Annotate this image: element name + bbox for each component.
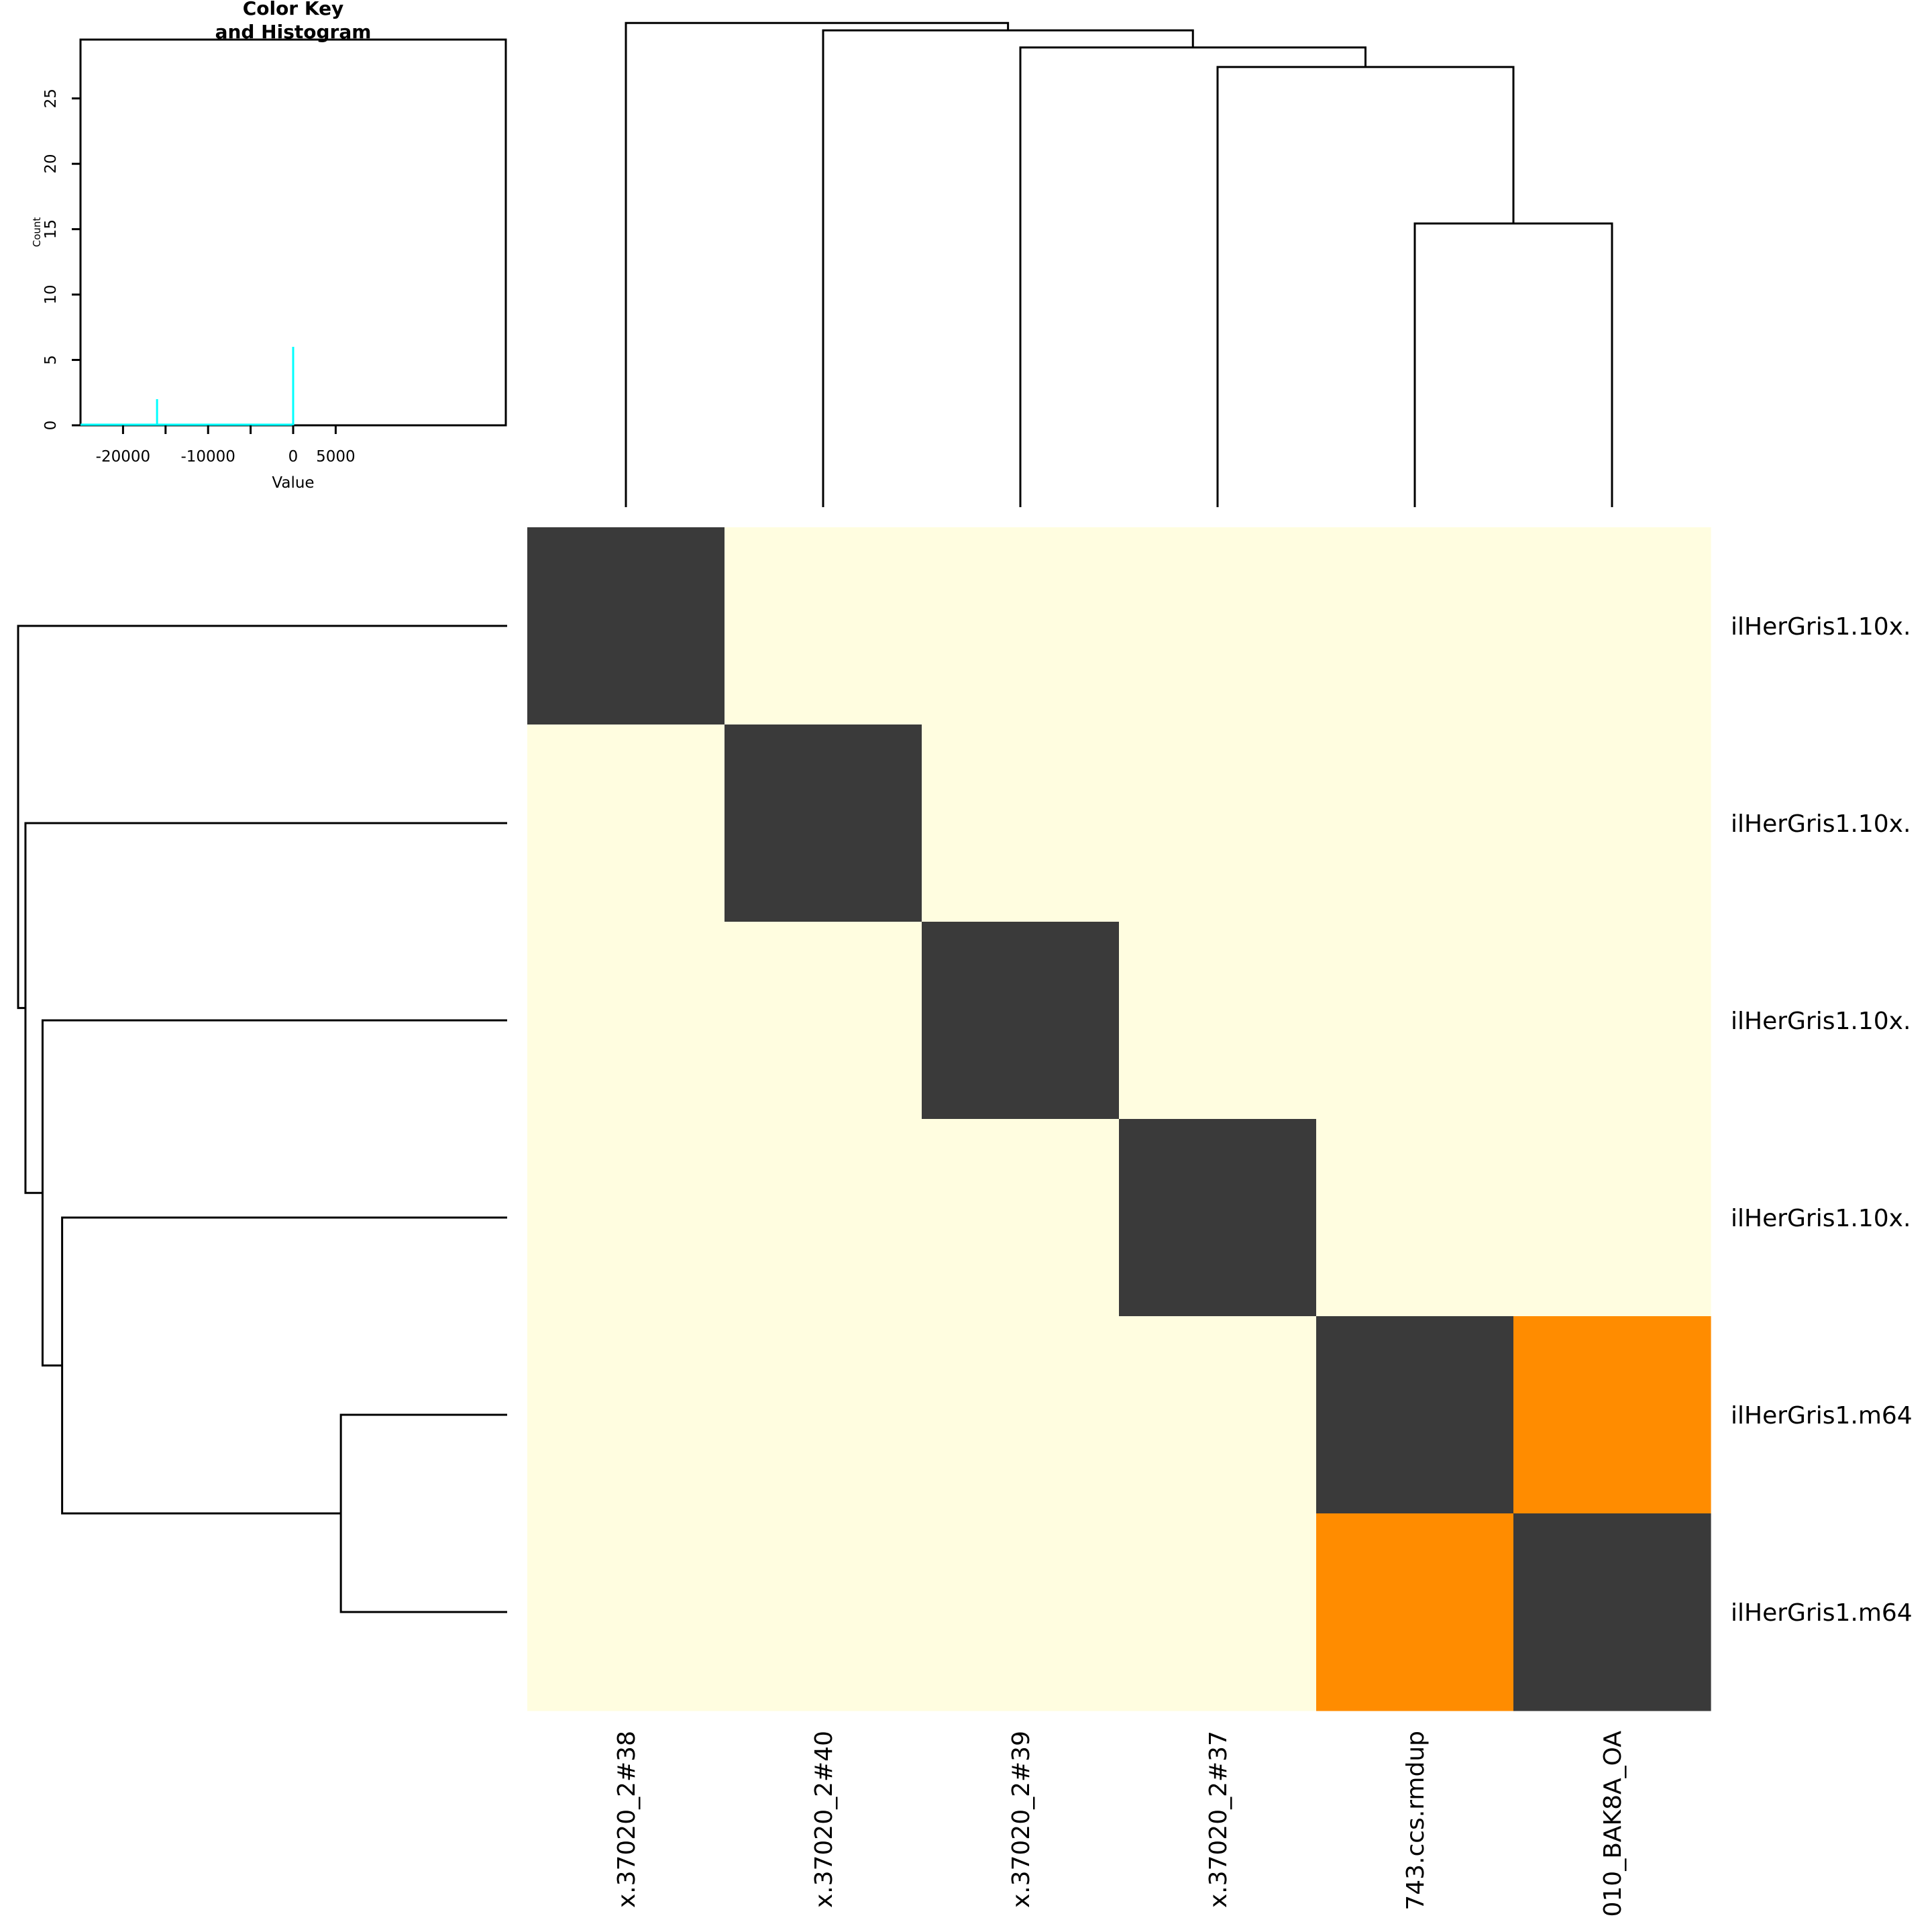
row-label: ilHerGris1.10x. — [1731, 613, 1911, 641]
heatmap-cell — [527, 1119, 725, 1317]
color-key-histogram: Color Key and Histogram -20000 -10000 0 500… — [31, 0, 507, 492]
x-tick-label: -20000 — [96, 448, 150, 466]
heatmap-cell — [527, 922, 725, 1120]
column-label: x.37020_2#37 — [1205, 1731, 1232, 1908]
column-label: x.37020_2#38 — [613, 1731, 641, 1908]
heatmap-cell — [1513, 527, 1711, 725]
row-label: ilHerGris1.10x. — [1731, 1205, 1911, 1232]
histogram-x-axis: -20000 -10000 0 5000 — [96, 425, 356, 466]
y-tick-label: 0 — [42, 421, 60, 431]
dendrogram-branch — [339, 1413, 507, 1613]
y-tick-label: 20 — [42, 154, 60, 174]
color-key-title: Color Key — [243, 0, 344, 19]
heatmap-cell — [1119, 724, 1317, 922]
heatmap-cell — [922, 1513, 1120, 1711]
row-label: ilHerGris1.10x. — [1731, 1008, 1911, 1035]
heatmap-cell — [1316, 1119, 1514, 1317]
histogram-x-label: Value — [272, 474, 314, 492]
heatmap-cell — [527, 527, 725, 725]
heatmap-cell — [922, 1316, 1120, 1514]
heatmap-cell — [1513, 724, 1711, 922]
heatmap-cell — [1316, 724, 1514, 922]
column-labels: x.37020_2#38 x.37020_2#40 x.37020_2#39 x.37… — [613, 1731, 1627, 1917]
dendrogram-branch — [1019, 46, 1366, 507]
dendrogram-branch — [17, 625, 507, 1010]
dendrogram-branch — [625, 21, 1010, 507]
heatmap-cell — [724, 1119, 922, 1317]
heatmap-cell — [1316, 527, 1514, 725]
heatmap-cell — [922, 527, 1120, 725]
histogram-y-label: Count — [31, 217, 43, 248]
heatmap-cell — [1119, 1513, 1317, 1711]
heatmap-grid — [527, 527, 1711, 1711]
heatmap-cell — [1316, 1513, 1514, 1711]
heatmap-cell — [922, 1119, 1120, 1317]
column-label: x.37020_2#39 — [1008, 1731, 1035, 1908]
heatmap-cell — [1513, 1513, 1711, 1711]
dendrogram-branch — [41, 1019, 507, 1366]
dendrogram-branch — [822, 29, 1194, 507]
row-label: ilHerGris1.m64 — [1731, 1402, 1913, 1430]
row-label: ilHerGris1.10x. — [1731, 810, 1911, 838]
x-tick-label: 5000 — [316, 448, 356, 466]
heatmap-cell — [527, 1513, 725, 1711]
heatmap-cell — [1316, 1316, 1514, 1514]
row-dendrogram — [17, 625, 507, 1613]
heatmap-cell — [527, 724, 725, 922]
heatmap-cell — [1119, 1119, 1317, 1317]
y-tick-label: 25 — [42, 89, 60, 108]
heatmap-cell — [724, 922, 922, 1120]
x-tick-label: -10000 — [180, 448, 235, 466]
heatmap-cell — [1513, 1119, 1711, 1317]
dendrogram-branch — [1216, 66, 1515, 507]
heatmap-cell — [1119, 1316, 1317, 1514]
y-tick-label: 15 — [42, 219, 60, 239]
heatmap-cell — [1513, 1316, 1711, 1514]
heatmap-cell — [1119, 527, 1317, 725]
heatmap-cell — [1316, 922, 1514, 1120]
row-labels: ilHerGris1.10x. ilHerGris1.10x. ilHerGris1… — [1731, 613, 1913, 1627]
histogram-y-axis: 0 5 10 15 20 25 — [42, 89, 80, 430]
heatmap-cell — [922, 922, 1120, 1120]
heatmap-cell — [1119, 922, 1317, 1120]
y-tick-label: 10 — [42, 284, 60, 304]
column-label: x.37020_2#40 — [810, 1731, 838, 1908]
heatmap-cell — [724, 527, 922, 725]
x-tick-label: 0 — [288, 448, 299, 466]
heatmap-cell — [724, 1316, 922, 1514]
column-dendrogram — [625, 21, 1613, 507]
dendrogram-branch — [24, 822, 507, 1194]
heatmap-cell — [724, 724, 922, 922]
heatmap-cell — [1513, 922, 1711, 1120]
dendrogram-branch — [1413, 222, 1613, 507]
y-tick-label: 5 — [42, 355, 60, 365]
heatmap-cell — [922, 724, 1120, 922]
histogram-bars — [80, 347, 294, 426]
dendrogram-branch — [61, 1216, 507, 1515]
heatmap-cell — [527, 1316, 725, 1514]
column-label: 743.ccs.rmdup — [1402, 1731, 1430, 1911]
row-label: ilHerGris1.m64 — [1731, 1599, 1913, 1627]
heatmap-cell — [724, 1513, 922, 1711]
column-label: 010_BAK8A_OA — [1599, 1731, 1627, 1917]
